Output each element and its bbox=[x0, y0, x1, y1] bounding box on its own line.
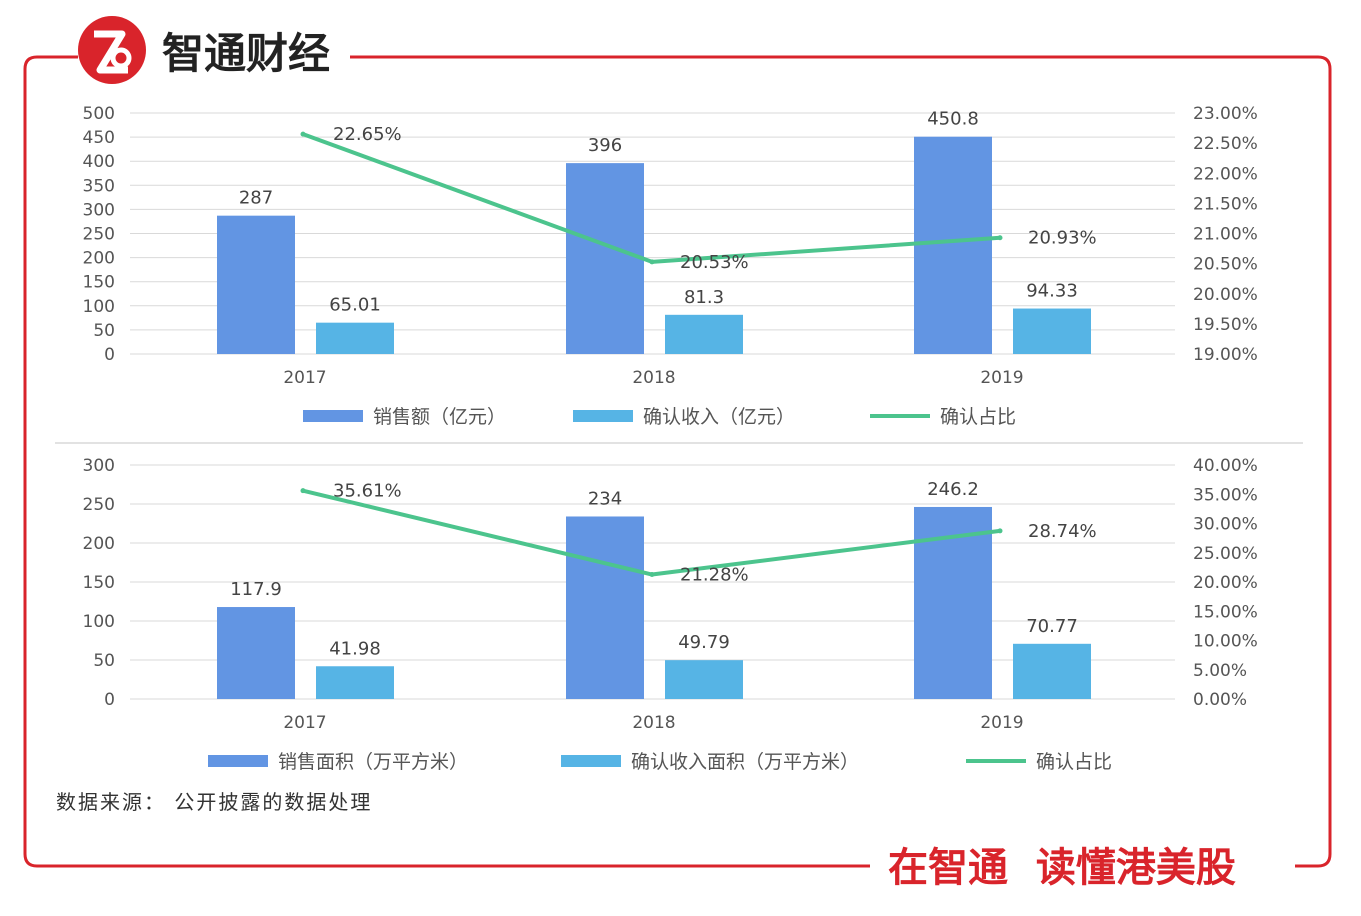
bar-0-2018 bbox=[566, 516, 644, 699]
ratio-label: 21.28% bbox=[680, 565, 749, 586]
bar-1-2018 bbox=[665, 660, 743, 699]
y2-tick-label: 10.00% bbox=[1193, 632, 1258, 652]
data-label: 70.77 bbox=[1026, 616, 1078, 637]
data-label: 117.9 bbox=[230, 579, 282, 600]
legend-label: 确认占比 bbox=[1036, 751, 1112, 773]
data-label: 41.98 bbox=[329, 638, 381, 659]
y2-tick-label: 19.00% bbox=[1193, 345, 1258, 365]
y2-tick-label: 40.00% bbox=[1193, 456, 1258, 476]
bar-1-2019 bbox=[1013, 643, 1091, 699]
bar-1-2017 bbox=[316, 322, 394, 354]
y-tick-label: 350 bbox=[83, 176, 115, 196]
data-label: 234 bbox=[588, 488, 622, 509]
y2-tick-label: 15.00% bbox=[1193, 602, 1258, 622]
x-tick-label: 2017 bbox=[283, 368, 326, 388]
legend-swatch bbox=[561, 755, 621, 767]
brand-name: 智通财经 bbox=[162, 29, 330, 78]
legend-label: 确认收入（亿元） bbox=[643, 406, 795, 428]
ratio-label: 20.53% bbox=[680, 252, 749, 273]
y-tick-label: 150 bbox=[83, 573, 115, 593]
ratio-line bbox=[302, 488, 1001, 577]
y-tick-label: 250 bbox=[83, 495, 115, 515]
ratio-label: 20.93% bbox=[1028, 228, 1097, 249]
legend-label: 确认占比 bbox=[940, 406, 1016, 428]
y2-tick-label: 20.50% bbox=[1193, 255, 1258, 275]
legend-label: 销售面积（万平方米） bbox=[278, 751, 468, 773]
y2-tick-label: 22.00% bbox=[1193, 164, 1258, 184]
bar-1-2017 bbox=[316, 666, 394, 699]
data-label: 246.2 bbox=[927, 479, 979, 500]
y2-tick-label: 21.50% bbox=[1193, 194, 1258, 214]
y2-tick-label: 20.00% bbox=[1193, 573, 1258, 593]
source-note: 数据来源： 公开披露的数据处理 bbox=[56, 790, 373, 814]
y-tick-label: 50 bbox=[93, 321, 115, 341]
data-label: 450.8 bbox=[927, 109, 979, 130]
y2-tick-label: 35.00% bbox=[1193, 485, 1258, 505]
bar-0-2018 bbox=[566, 163, 644, 354]
bar-0-2019 bbox=[914, 136, 992, 354]
legend-swatch bbox=[208, 755, 268, 767]
y-tick-label: 0 bbox=[104, 690, 115, 710]
y-tick-label: 250 bbox=[83, 225, 115, 245]
chart-sales-amount: 0 50 100 150 200 250 300 350 400 450 500 19.00% 19.5… bbox=[83, 104, 1258, 428]
y-tick-label: 200 bbox=[83, 534, 115, 554]
x-tick-label: 2018 bbox=[632, 368, 675, 388]
data-label: 396 bbox=[588, 135, 622, 156]
legend-label: 确认收入面积（万平方米） bbox=[631, 751, 859, 773]
y-tick-label: 150 bbox=[83, 273, 115, 293]
y-tick-label: 300 bbox=[83, 456, 115, 476]
data-label: 49.79 bbox=[678, 632, 730, 653]
ratio-point bbox=[649, 259, 655, 265]
x-tick-label: 2017 bbox=[283, 713, 326, 733]
y2-tick-label: 25.00% bbox=[1193, 544, 1258, 564]
ratio-point bbox=[300, 488, 306, 494]
frame-border bbox=[350, 55, 1332, 868]
legend-swatch bbox=[573, 410, 633, 422]
bar-1-2019 bbox=[1013, 308, 1091, 354]
legend-label: 销售额（亿元） bbox=[373, 406, 506, 428]
y-tick-label: 450 bbox=[83, 128, 115, 148]
y2-tick-label: 5.00% bbox=[1193, 661, 1247, 681]
ratio-line bbox=[302, 132, 1001, 264]
data-label: 287 bbox=[239, 188, 273, 209]
y2-tick-label: 20.00% bbox=[1193, 285, 1258, 305]
ratio-label: 35.61% bbox=[333, 481, 402, 502]
brand-slogan: 在智通 读懂港美股 bbox=[888, 845, 1236, 891]
bar-0-2017 bbox=[217, 607, 295, 699]
ratio-point bbox=[997, 235, 1003, 241]
y2-tick-label: 23.00% bbox=[1193, 104, 1258, 124]
ratio-label: 22.65% bbox=[333, 124, 402, 145]
y-tick-label: 300 bbox=[83, 200, 115, 220]
ratio-label: 28.74% bbox=[1028, 521, 1097, 542]
x-tick-label: 2019 bbox=[980, 368, 1023, 388]
bar-1-2018 bbox=[665, 314, 743, 354]
zhitong-logo-icon bbox=[78, 16, 146, 84]
data-label: 94.33 bbox=[1026, 281, 1078, 302]
ratio-point bbox=[300, 131, 306, 137]
y2-tick-label: 21.00% bbox=[1193, 225, 1258, 245]
x-tick-label: 2018 bbox=[632, 713, 675, 733]
frame-border-left bbox=[23, 55, 870, 868]
y-tick-label: 0 bbox=[104, 345, 115, 365]
x-tick-label: 2019 bbox=[980, 713, 1023, 733]
legend-swatch bbox=[303, 410, 363, 422]
y-tick-label: 400 bbox=[83, 152, 115, 172]
y2-tick-label: 19.50% bbox=[1193, 315, 1258, 335]
data-label: 65.01 bbox=[329, 295, 381, 316]
y-tick-label: 100 bbox=[83, 612, 115, 632]
chart-sales-area: 0 50 100 150 200 250 300 0.00% 5.00% 10.00% 15.00%… bbox=[83, 456, 1258, 773]
y2-tick-label: 30.00% bbox=[1193, 515, 1258, 535]
bar-0-2017 bbox=[217, 215, 295, 354]
y2-tick-label: 0.00% bbox=[1193, 690, 1247, 710]
ratio-point bbox=[649, 572, 655, 578]
y-tick-label: 200 bbox=[83, 249, 115, 269]
data-label: 81.3 bbox=[684, 287, 724, 308]
y-tick-label: 50 bbox=[93, 651, 115, 671]
ratio-point bbox=[997, 528, 1003, 534]
y-tick-label: 500 bbox=[83, 104, 115, 124]
y-tick-label: 100 bbox=[83, 297, 115, 317]
y2-tick-label: 22.50% bbox=[1193, 134, 1258, 154]
